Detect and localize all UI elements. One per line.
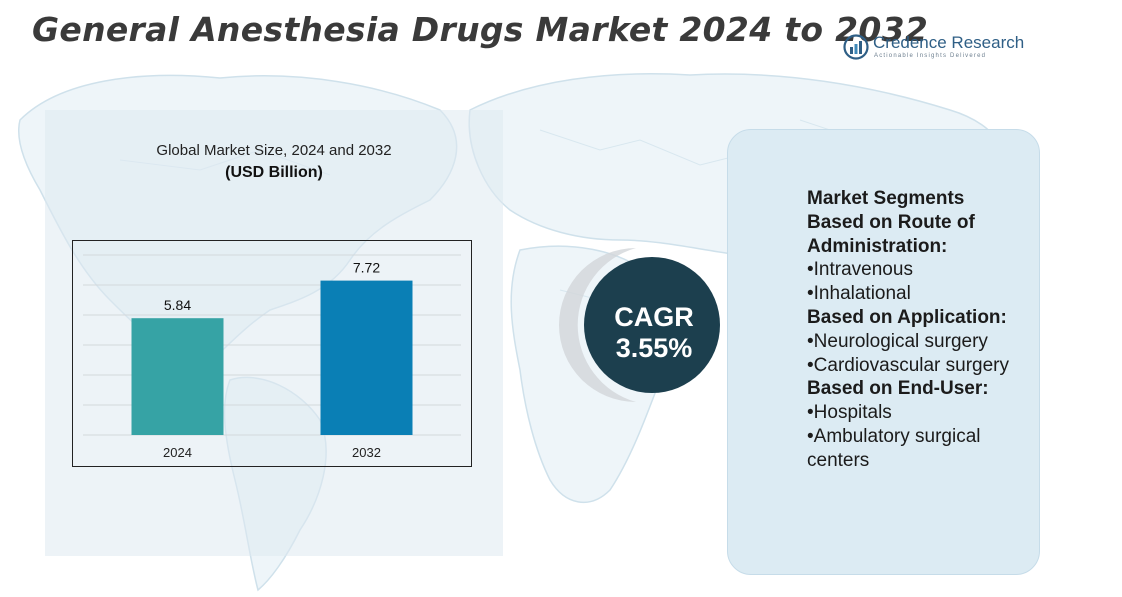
bar-chart: 5.84 2024 7.72 2032 [72, 240, 472, 467]
chart-unit: (USD Billion) [225, 164, 323, 181]
segments-heading: Market Segments [807, 188, 965, 209]
segments-list: Market Segments Based on Route of Admini… [807, 187, 1032, 473]
cagr-badge [559, 248, 720, 402]
cagr-value: 3.55% [615, 333, 693, 363]
application-heading: Based on Application: [807, 306, 1007, 328]
bar [320, 280, 413, 435]
data-label: 5.84 [164, 297, 191, 313]
route-item: •Inhalational [807, 283, 911, 305]
enduser-heading: Based on End-User: [807, 378, 989, 400]
route-heading: Based on Route of Administration: [807, 211, 975, 257]
segments-panel [727, 129, 1040, 575]
route-item: •Intravenous [807, 259, 913, 281]
data-label: 7.72 [353, 260, 380, 276]
application-item: •Cardiovascular surgery [807, 354, 1010, 376]
enduser-item: •Ambulatory surgical centers [807, 425, 981, 471]
chart-title: Global Market Size, 2024 and 2032 [156, 142, 392, 159]
cagr-label: CAGR [614, 302, 694, 332]
bar [131, 318, 224, 435]
application-item: •Neurological surgery [807, 330, 988, 352]
logo-tagline: Actionable Insights Delivered [874, 53, 987, 59]
enduser-item: •Hospitals [807, 402, 892, 424]
x-tick-label: 2024 [163, 445, 192, 460]
logo-icon [843, 34, 869, 60]
chart-panel: Global Market Size, 2024 and 2032 (USD B… [45, 110, 503, 556]
logo-name: Credence Research [873, 33, 1025, 52]
cagr-text: CAGR 3.55% [590, 302, 718, 364]
page-title: General Anesthesia Drugs Market 2024 to … [32, 10, 929, 49]
brand-logo: Credence Research Actionable Insights De… [843, 33, 1025, 63]
x-tick-label: 2032 [352, 445, 381, 460]
bar-chart-svg: 5.84 2024 7.72 2032 [83, 254, 461, 460]
